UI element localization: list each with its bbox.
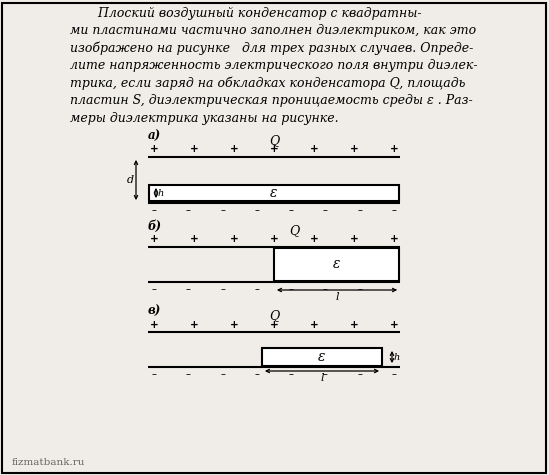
Text: –: – xyxy=(220,284,225,294)
Text: h: h xyxy=(394,352,400,361)
Text: –: – xyxy=(323,369,328,379)
Text: –: – xyxy=(391,369,396,379)
Text: +: + xyxy=(350,144,358,154)
Text: Q: Q xyxy=(269,309,279,322)
Text: +: + xyxy=(350,235,358,245)
Text: –: – xyxy=(152,205,156,215)
Text: –: – xyxy=(323,205,328,215)
Text: –: – xyxy=(254,205,259,215)
Text: Плоский воздушный конденсатор с квадратны-
ми пластинами частично заполнен диэле: Плоский воздушный конденсатор с квадратн… xyxy=(70,7,478,124)
Text: –: – xyxy=(289,205,294,215)
Text: –: – xyxy=(254,284,259,294)
Text: ε: ε xyxy=(333,257,340,272)
Text: +: + xyxy=(189,320,198,330)
Text: +: + xyxy=(270,320,278,330)
Text: –: – xyxy=(323,284,328,294)
Text: –: – xyxy=(357,284,362,294)
Bar xyxy=(262,348,382,366)
Text: –: – xyxy=(186,205,191,215)
Text: –: – xyxy=(186,284,191,294)
Text: l: l xyxy=(335,292,339,302)
Text: +: + xyxy=(189,235,198,245)
Text: –: – xyxy=(254,369,259,379)
Text: l: l xyxy=(320,373,324,383)
Text: +: + xyxy=(350,320,358,330)
Bar xyxy=(149,185,399,201)
Text: +: + xyxy=(270,144,278,154)
Text: –: – xyxy=(357,205,362,215)
Text: +: + xyxy=(189,144,198,154)
Text: –: – xyxy=(152,284,156,294)
Text: –: – xyxy=(391,205,396,215)
Text: +: + xyxy=(310,235,318,245)
Text: +: + xyxy=(390,144,399,154)
Text: d: d xyxy=(127,175,134,185)
Text: +: + xyxy=(229,320,238,330)
Text: +: + xyxy=(390,235,399,245)
Text: Q: Q xyxy=(269,134,279,147)
Text: +: + xyxy=(150,144,158,154)
Text: –: – xyxy=(289,284,294,294)
Text: б): б) xyxy=(148,220,162,233)
Text: Q: Q xyxy=(289,224,299,237)
Text: –: – xyxy=(220,205,225,215)
Text: fizmatbank.ru: fizmatbank.ru xyxy=(12,458,86,467)
Text: h: h xyxy=(158,189,164,198)
Text: –: – xyxy=(357,369,362,379)
Text: ε: ε xyxy=(318,350,326,364)
Text: +: + xyxy=(270,235,278,245)
Text: в): в) xyxy=(148,305,161,318)
Text: +: + xyxy=(229,144,238,154)
Text: –: – xyxy=(391,284,396,294)
Text: –: – xyxy=(152,369,156,379)
Bar xyxy=(274,248,399,281)
Text: а): а) xyxy=(148,130,161,143)
Text: +: + xyxy=(310,144,318,154)
Text: –: – xyxy=(186,369,191,379)
Text: +: + xyxy=(150,320,158,330)
Text: ε: ε xyxy=(270,186,278,200)
Text: –: – xyxy=(289,369,294,379)
Text: +: + xyxy=(390,320,399,330)
Text: –: – xyxy=(220,369,225,379)
Text: +: + xyxy=(310,320,318,330)
Text: +: + xyxy=(150,235,158,245)
Text: +: + xyxy=(229,235,238,245)
